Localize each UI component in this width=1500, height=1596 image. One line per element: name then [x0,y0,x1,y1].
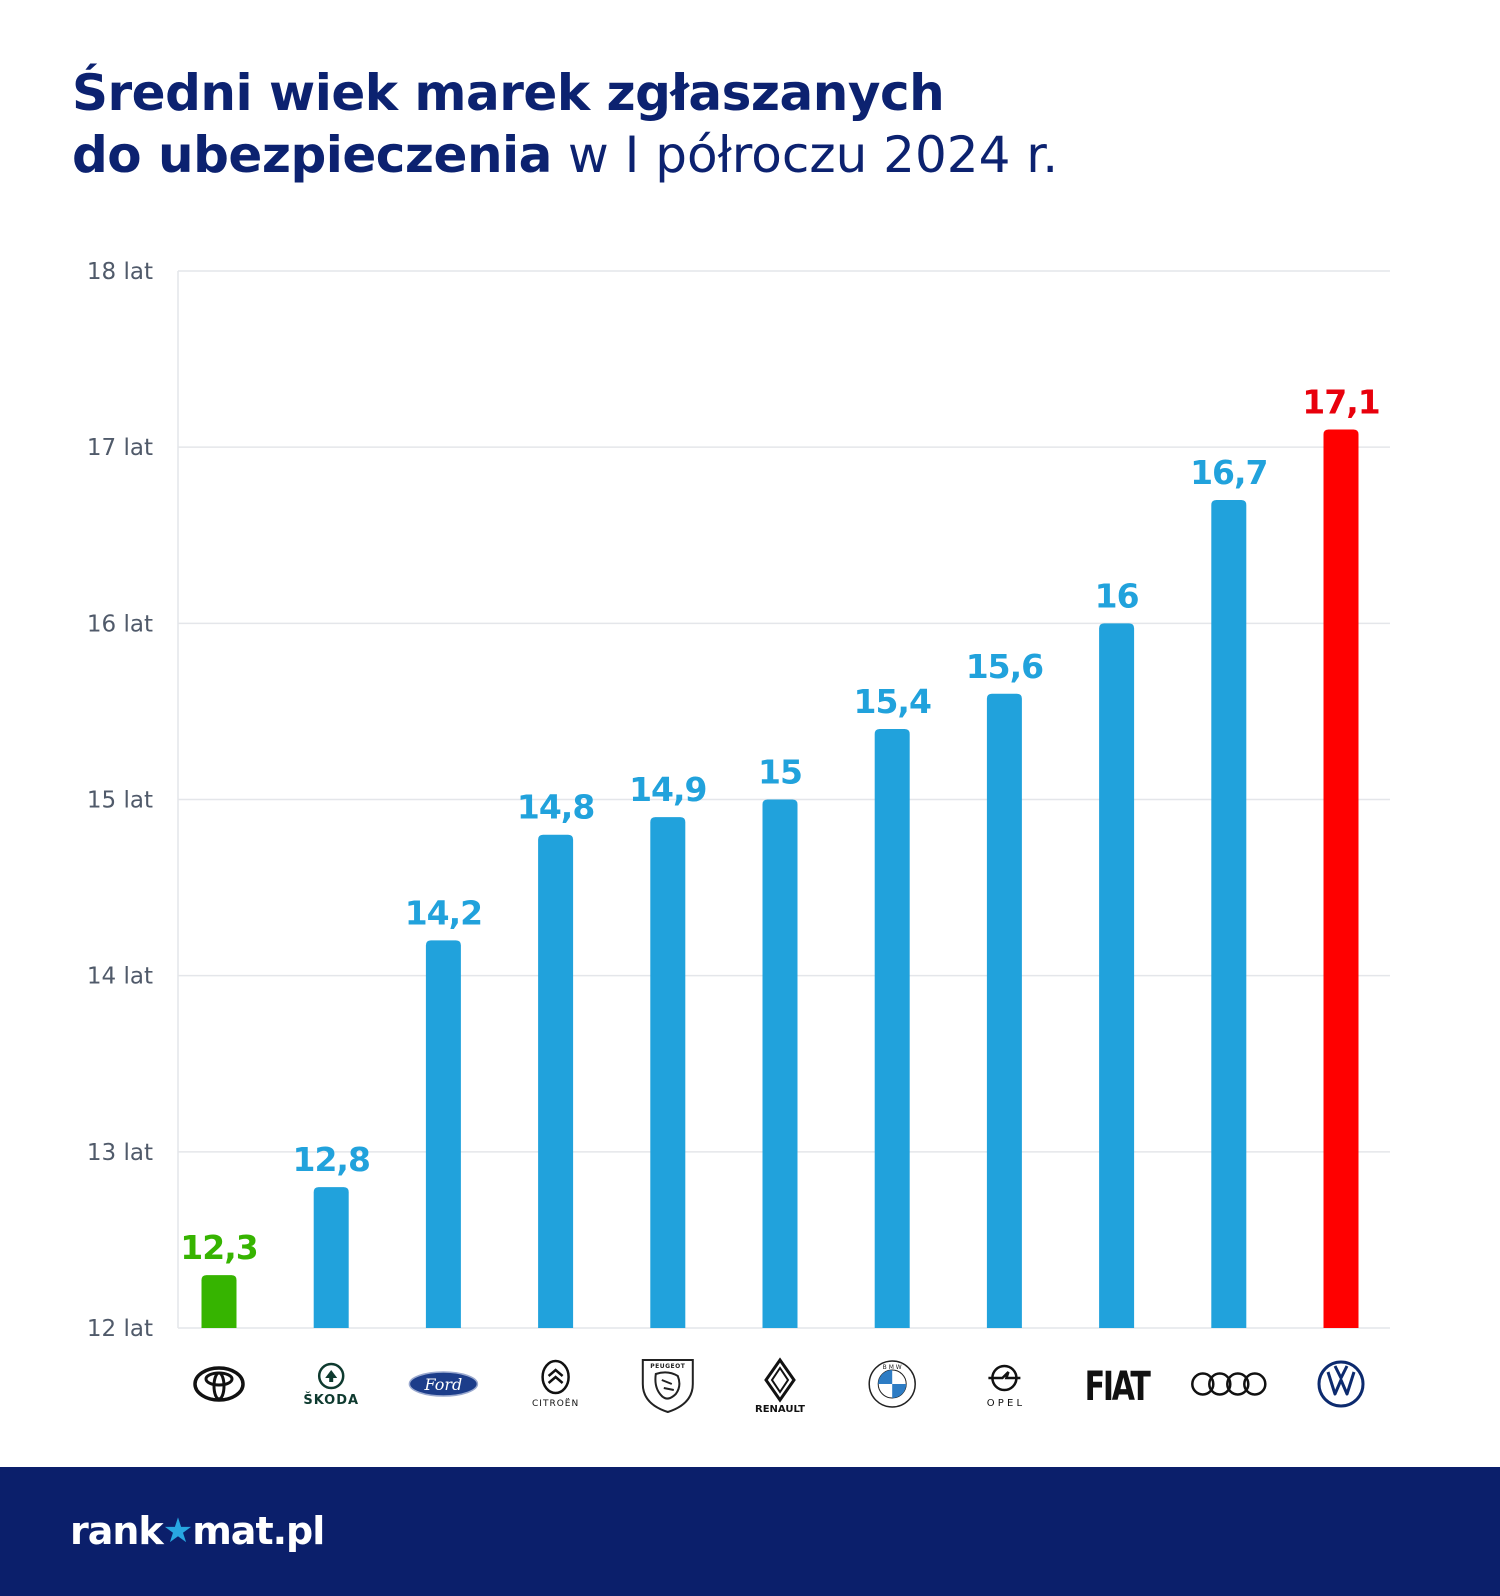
bmw-logo-icon: B M W [868,1360,916,1408]
value-label: 15,6 [966,647,1043,686]
toyota-logo-icon [193,1366,245,1402]
chart-title: Średni wiek marek zgłaszanych do ubezpie… [72,62,1372,186]
citroen-logo-icon: CITROËN [532,1359,579,1409]
bar [1099,623,1135,1328]
bar [650,817,686,1328]
title-line2-light: w I półroczu 2024 r. [551,126,1059,184]
value-label: 16,7 [1190,453,1267,492]
bar [313,1187,349,1328]
value-label: 15 [758,753,802,792]
ford-logo-icon: Ford [408,1371,479,1397]
logo-suffix: mat.pl [192,1509,325,1553]
title-line1: Średni wiek marek zgłaszanych [72,64,945,122]
value-label: 12,8 [292,1140,369,1179]
value-label: 14,8 [517,788,594,827]
logo-text: O P E L [987,1398,1023,1409]
bar-chart: 12 lat 13 lat 14 lat 15 lat 16 lat 17 lat 18 l… [87,259,1390,1415]
bar [425,940,461,1328]
brand-logos-layer: ŠKODA Ford CITROËN PEUGEOT RENAULT B M W O P E… [193,1357,1365,1415]
logo-text: B M W [883,1364,902,1371]
bar [538,834,574,1328]
footer-bar: rank★mat.pl [0,1467,1500,1596]
bar [201,1275,237,1328]
value-label: 17,1 [1302,383,1379,422]
value-label: 12,3 [180,1228,257,1267]
skoda-logo-icon: ŠKODA [303,1362,359,1408]
value-label: 15,4 [853,682,930,721]
y-tick-label: 13 lat [87,1140,153,1166]
logo-prefix: rank [70,1509,164,1553]
logo-text: FIAT [1085,1364,1151,1410]
opel-logo-icon: O P E L [987,1364,1023,1409]
value-label: 16 [1095,576,1139,615]
logo-text: CITROËN [532,1398,579,1409]
logo-text: RENAULT [755,1404,805,1415]
title-line2-bold: do ubezpieczenia [72,126,552,184]
bar [1323,429,1359,1328]
y-tick-label: 16 lat [87,611,153,637]
logo-text: Ford [424,1375,463,1394]
grid-layer: 12 lat 13 lat 14 lat 15 lat 16 lat 17 lat 18 l… [87,259,1390,1342]
volkswagen-logo-icon [1317,1360,1365,1408]
bar [874,729,910,1328]
y-tick-label: 12 lat [87,1316,153,1342]
bar [762,799,798,1328]
bar [1211,500,1247,1328]
value-labels-layer: 12,3 12,8 14,2 14,8 14,9 15 15,4 15,6 16 16,7 17,1 [180,383,1380,1268]
peugeot-logo-icon: PEUGEOT [641,1359,694,1414]
y-tick-label: 18 lat [87,259,153,285]
y-tick-label: 14 lat [87,964,153,990]
logo-text: PEUGEOT [650,1363,685,1370]
y-tick-label: 17 lat [87,435,153,461]
renault-logo-icon: RENAULT [755,1357,805,1415]
y-tick-label: 15 lat [87,788,153,814]
bars-layer [201,429,1359,1328]
value-label: 14,9 [629,770,706,809]
bar [986,693,1022,1328]
fiat-logo-icon: FIAT [1085,1364,1153,1410]
star-icon: ★ [162,1511,194,1551]
logo-text: ŠKODA [303,1392,359,1408]
audi-logo-icon [1191,1372,1267,1396]
rankomat-logo[interactable]: rank★mat.pl [70,1509,325,1553]
value-label: 14,2 [405,893,482,932]
